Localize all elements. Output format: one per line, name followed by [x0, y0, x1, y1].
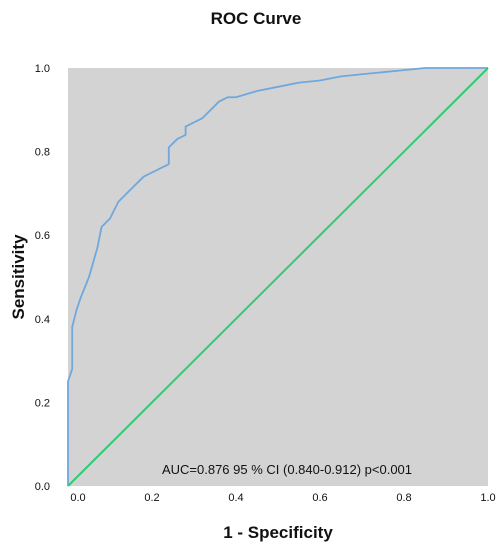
y-tick-label: 0.0	[35, 481, 50, 493]
chart-title: ROC Curve	[211, 9, 302, 28]
y-tick-label: 1.0	[35, 63, 50, 75]
x-axis-title: 1 - Specificity	[223, 523, 333, 542]
y-tick-label: 0.2	[35, 397, 50, 409]
x-axis-ticks: 0.0 0.2 0.4 0.6 0.8 1.0	[70, 492, 495, 504]
reference-diagonal-line	[67, 67, 489, 487]
y-axis-title: Sensitivity	[9, 234, 28, 320]
y-axis-ticks: 0.0 0.2 0.4 0.6 0.8 1.0	[35, 63, 50, 493]
x-tick-label: 0.2	[144, 492, 159, 504]
auc-annotation: AUC=0.876 95 % CI (0.840-0.912) p<0.001	[162, 462, 412, 477]
series-layer	[67, 67, 489, 487]
y-tick-label: 0.4	[35, 314, 50, 326]
y-tick-label: 0.6	[35, 230, 50, 242]
x-tick-label: 0.0	[70, 492, 85, 504]
y-tick-label: 0.8	[35, 147, 50, 159]
x-tick-label: 0.6	[312, 492, 327, 504]
x-tick-label: 0.4	[228, 492, 243, 504]
x-tick-label: 0.8	[396, 492, 411, 504]
x-tick-label: 1.0	[480, 492, 495, 504]
roc-curve-line	[67, 67, 488, 486]
